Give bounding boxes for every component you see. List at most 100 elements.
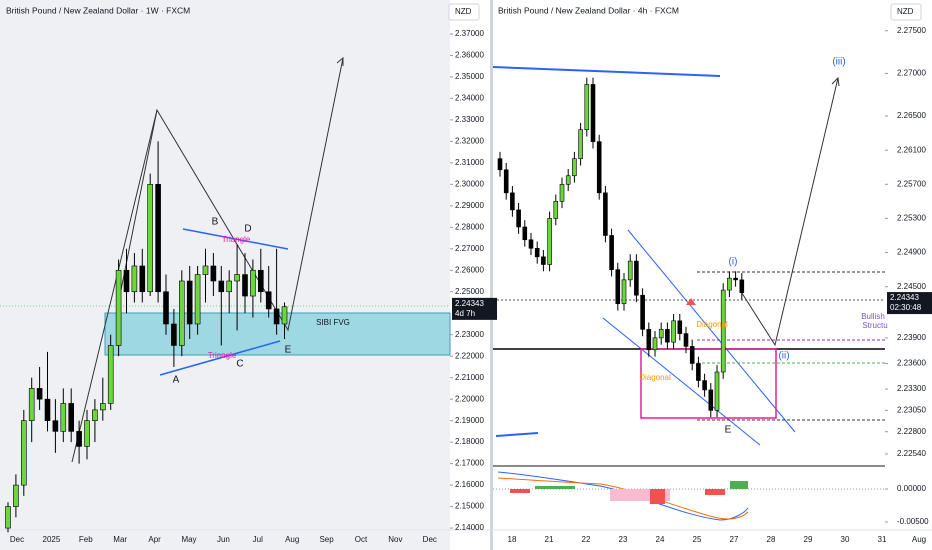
countdown: 4d 7h bbox=[455, 309, 475, 318]
candle-body bbox=[522, 226, 528, 241]
annotation: (i) bbox=[729, 257, 738, 268]
candle-body bbox=[100, 403, 106, 411]
x-tick-label: 31 bbox=[878, 535, 887, 544]
y-tick-label: 2.23600 bbox=[897, 359, 926, 368]
candle-body bbox=[265, 291, 272, 310]
chart-title: British Pound / New Zealand Dollar · 4h … bbox=[498, 5, 679, 15]
y-tick-label: 2.37000 bbox=[455, 29, 484, 38]
candle-body bbox=[739, 279, 745, 293]
y-tick-label: 2.28000 bbox=[455, 222, 484, 231]
x-tick-label: Jun bbox=[217, 535, 230, 544]
candle-body bbox=[20, 420, 27, 486]
chart-title: British Pound / New Zealand Dollar · 1W … bbox=[6, 5, 190, 15]
y-tick-label: 2.23300 bbox=[897, 384, 926, 393]
x-tick-label: 21 bbox=[545, 535, 554, 544]
wave-path bbox=[71, 57, 344, 463]
y-tick-label: 2.22000 bbox=[455, 351, 484, 360]
annotation: D bbox=[244, 224, 251, 235]
channel-line bbox=[602, 317, 761, 446]
candle-body bbox=[559, 183, 565, 202]
y-tick-label: 2.31000 bbox=[455, 158, 484, 167]
candle-body bbox=[281, 306, 288, 325]
annotation: Diagonal bbox=[639, 373, 671, 382]
annotation: Diagonal bbox=[696, 320, 728, 329]
projection-path bbox=[739, 77, 839, 347]
candle-body bbox=[250, 269, 256, 297]
candle-body bbox=[665, 329, 670, 343]
marker bbox=[686, 298, 696, 305]
annotation: Triangle bbox=[222, 235, 251, 244]
candle-body bbox=[590, 84, 596, 142]
trendline bbox=[159, 340, 281, 376]
candle-body bbox=[720, 289, 726, 373]
x-tick-label: Mar bbox=[113, 535, 127, 544]
currency: NZD bbox=[455, 7, 472, 16]
x-tick-label: Feb bbox=[79, 535, 93, 544]
annotation: Bullish bbox=[861, 312, 885, 321]
candle-body bbox=[36, 388, 43, 400]
candle-body bbox=[13, 484, 19, 507]
y-tick-label: 2.14000 bbox=[455, 523, 484, 532]
countdown: 02:30:48 bbox=[890, 303, 922, 312]
candle-body bbox=[565, 175, 571, 185]
candle-body bbox=[634, 260, 639, 296]
candle-body bbox=[147, 184, 153, 293]
annotation: E bbox=[725, 425, 732, 436]
candle-body bbox=[596, 141, 602, 194]
candle-body bbox=[677, 320, 683, 334]
x-tick-label: 30 bbox=[841, 535, 850, 544]
y-tick-label: 2.16000 bbox=[455, 480, 484, 489]
candle-body bbox=[273, 308, 280, 325]
x-tick-label: 23 bbox=[619, 535, 628, 544]
trendline bbox=[182, 228, 289, 250]
x-tick-label: 22 bbox=[582, 535, 591, 544]
y-tick-label: 2.20000 bbox=[455, 394, 484, 403]
y-tick-label: 2.34000 bbox=[455, 94, 484, 103]
candle-body bbox=[516, 209, 521, 228]
trendline bbox=[495, 432, 539, 437]
candle-body bbox=[727, 277, 732, 291]
candle-body bbox=[218, 280, 225, 293]
y-tick-label: 2.29000 bbox=[455, 201, 484, 210]
annotation: (ii) bbox=[778, 351, 789, 362]
candle-body bbox=[76, 431, 82, 447]
currency-box bbox=[448, 3, 480, 21]
candle-body bbox=[621, 279, 627, 305]
y-tick-label: 2.35000 bbox=[455, 72, 484, 81]
candle-body bbox=[689, 346, 695, 364]
osc-tick-label: 0.00000 bbox=[897, 484, 926, 493]
candle-body bbox=[107, 345, 114, 404]
candle-body bbox=[658, 329, 664, 339]
candle-body bbox=[553, 201, 559, 219]
currency-box bbox=[890, 3, 922, 21]
y-tick-label: 2.26000 bbox=[455, 265, 484, 274]
y-tick-label: 2.36000 bbox=[455, 51, 484, 60]
y-tick-label: 2.25300 bbox=[897, 214, 926, 223]
x-tick-label: 25 bbox=[693, 535, 702, 544]
osc-tick-label: -0.00500 bbox=[897, 517, 929, 526]
y-tick-label: 2.25700 bbox=[897, 179, 926, 188]
candle-body bbox=[52, 420, 59, 432]
last-price: 2.24343 bbox=[890, 293, 919, 302]
x-tick-label: Nov bbox=[388, 535, 402, 544]
annotation: (iii) bbox=[832, 57, 845, 68]
x-tick-label: 24 bbox=[656, 535, 665, 544]
candle-body bbox=[640, 294, 645, 330]
candle-body bbox=[627, 260, 633, 281]
y-tick-label: 2.32000 bbox=[455, 136, 484, 145]
y-tick-label: 2.27000 bbox=[455, 244, 484, 253]
annotation: A bbox=[173, 375, 180, 386]
candle-body bbox=[541, 256, 546, 265]
annotation: B bbox=[212, 217, 219, 228]
candle-body bbox=[652, 337, 658, 351]
candle-body bbox=[257, 269, 264, 293]
y-tick-label: 2.33000 bbox=[455, 115, 484, 124]
y-tick-label: 2.23050 bbox=[897, 406, 926, 415]
x-tick-label: Jul bbox=[253, 535, 263, 544]
x-tick-label: May bbox=[181, 535, 196, 544]
y-tick-label: 2.27500 bbox=[897, 26, 926, 35]
candle-body bbox=[714, 371, 720, 411]
candle-body bbox=[155, 184, 161, 293]
last-price-box bbox=[452, 297, 497, 320]
